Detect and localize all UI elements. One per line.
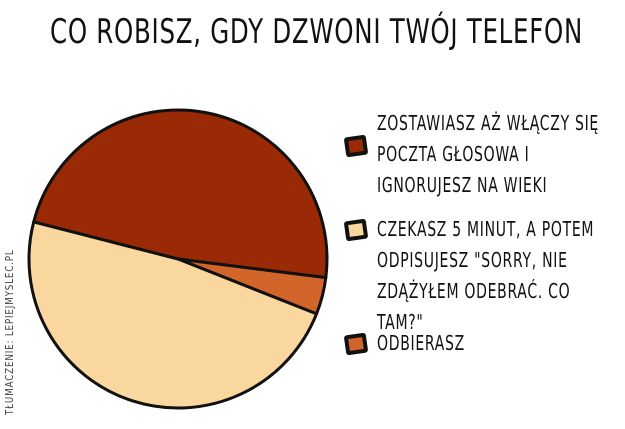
legend-label-answer: ODBIERASZ [377, 331, 465, 355]
legend-item-wait: CZEKASZ 5 MINUT, A POTEM ODPISUJESZ "SOR… [343, 214, 625, 338]
chart-title: CO ROBISZ, GDY DZWONI TWÓJ TELEFON [50, 12, 584, 52]
legend-swatch-answer [343, 332, 369, 356]
legend-swatch-wait [343, 218, 369, 242]
legend-label-voicemail: ZOSTAWIASZ AŻ WŁĄCZY SIĘ POCZTA GŁOSOWA … [377, 111, 599, 197]
slice-voicemail [32, 108, 329, 280]
legend-item-voicemail: ZOSTAWIASZ AŻ WŁĄCZY SIĘ POCZTA GŁOSOWA … [343, 108, 625, 201]
legend-item-answer: ODBIERASZ [343, 328, 625, 359]
legend-label-wait: CZEKASZ 5 MINUT, A POTEM ODPISUJESZ "SOR… [377, 217, 595, 334]
legend-swatch-voicemail [343, 134, 369, 158]
slice-wait [27, 220, 319, 410]
